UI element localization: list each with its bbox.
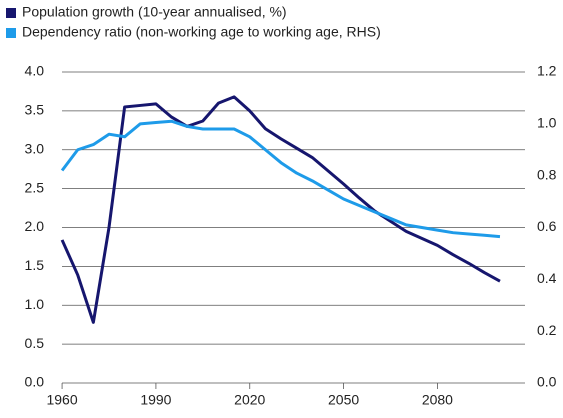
y2-tick-label: 0.0 — [537, 374, 557, 390]
y-tick-label: 2.5 — [25, 179, 45, 195]
y2-tick-label: 0.8 — [537, 166, 557, 182]
y-tick-label: 1.0 — [25, 296, 45, 312]
x-tick-label: 1960 — [46, 392, 77, 408]
y-tick-label: 1.5 — [25, 257, 45, 273]
y-tick-label: 3.0 — [25, 140, 45, 156]
y2-tick-label: 0.6 — [537, 218, 557, 234]
y-tick-label: 3.5 — [25, 102, 45, 118]
y2-tick-label: 1.0 — [537, 115, 557, 131]
y-tick-label: 2.0 — [25, 218, 45, 234]
x-tick-label: 2080 — [422, 392, 453, 408]
y-tick-label: 4.0 — [25, 63, 45, 79]
legend-swatch — [6, 8, 16, 18]
y-tick-label: 0.0 — [25, 374, 45, 390]
x-tick-label: 2050 — [328, 392, 359, 408]
series-line — [60, 119, 501, 239]
y-tick-label: 0.5 — [25, 335, 45, 351]
x-tick-label: 2020 — [234, 392, 265, 408]
legend-swatch — [6, 28, 16, 38]
x-tick-label: 1990 — [140, 392, 171, 408]
series-line — [60, 95, 501, 324]
legend-label: Dependency ratio (non-working age to wor… — [22, 24, 381, 40]
legend-label: Population growth (10-year annualised, %… — [22, 4, 287, 20]
y2-tick-label: 0.4 — [537, 270, 557, 286]
y2-tick-label: 1.2 — [537, 63, 557, 79]
y2-tick-label: 0.2 — [537, 322, 557, 338]
